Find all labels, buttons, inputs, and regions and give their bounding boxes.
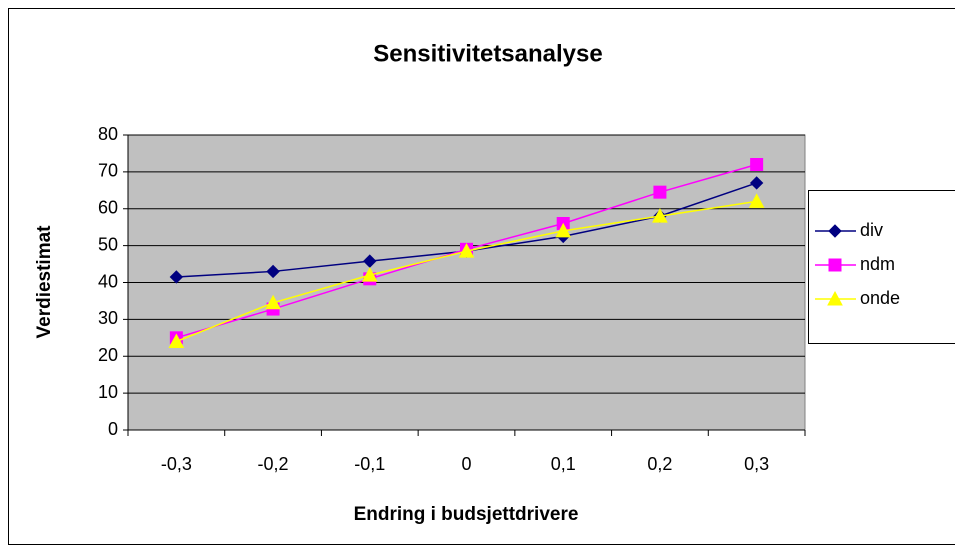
- legend-marker: [827, 290, 843, 306]
- x-tick-label: -0,2: [258, 454, 289, 474]
- y-tick-label: 10: [98, 382, 118, 402]
- legend-marker: [828, 258, 842, 272]
- y-tick-label: 20: [98, 345, 118, 365]
- data-point: [169, 270, 184, 284]
- x-tick-label: 0,1: [551, 454, 576, 474]
- chart-title: Sensitivitetsanalyse: [373, 40, 602, 67]
- y-tick-label: 40: [98, 271, 118, 291]
- data-point: [749, 176, 764, 190]
- y-axis-title: Verdiestimat: [34, 225, 55, 339]
- data-point: [168, 333, 185, 348]
- y-tick-label: 70: [98, 161, 118, 181]
- data-point: [361, 267, 378, 282]
- data-point: [750, 158, 764, 171]
- data-point: [652, 208, 668, 223]
- data-point: [748, 193, 765, 208]
- x-tick-label: -0,1: [354, 454, 385, 474]
- x-tick-label: 0: [461, 454, 471, 474]
- x-tick-label: 0,3: [744, 454, 769, 474]
- data-point: [653, 185, 667, 199]
- data-point: [266, 264, 280, 279]
- legend-marker: [828, 224, 842, 238]
- legend-label: div: [860, 220, 883, 240]
- data-point: [555, 222, 572, 238]
- y-tick-label: 30: [98, 308, 118, 328]
- x-tick-label: 0,2: [647, 454, 672, 474]
- x-axis-title: Endring i budsjettdrivere: [354, 504, 579, 525]
- legend-label: ndm: [860, 254, 895, 274]
- y-tick-label: 60: [98, 198, 118, 218]
- y-tick-label: 0: [108, 419, 118, 439]
- x-tick-label: -0,3: [161, 454, 192, 474]
- legend-label: onde: [860, 288, 900, 308]
- y-tick-label: 80: [98, 124, 118, 144]
- y-tick-label: 50: [98, 234, 118, 254]
- data-point: [458, 243, 475, 258]
- data-point: [265, 294, 281, 310]
